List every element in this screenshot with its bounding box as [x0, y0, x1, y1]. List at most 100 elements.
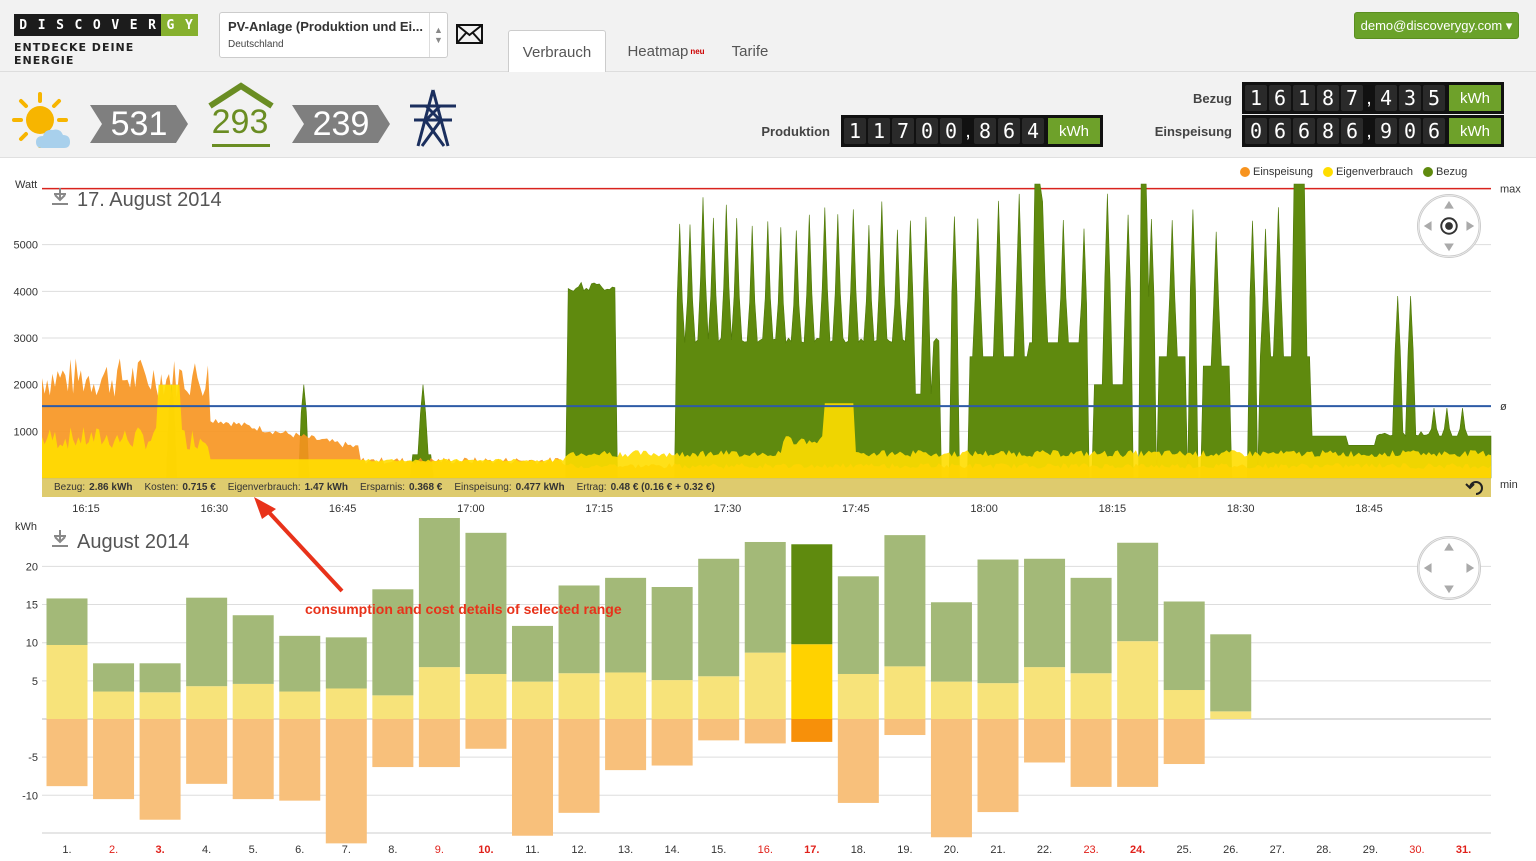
- bar-einspeisung: [744, 719, 786, 744]
- counter-digit: 5: [1423, 85, 1445, 111]
- x-tick-label: 16:45: [329, 503, 357, 515]
- summary-value: 0.48 € (0.16 € + 0.32 €): [610, 482, 715, 493]
- chart-title: August 2014: [77, 531, 189, 553]
- bar-einspeisung: [465, 719, 507, 749]
- x-tick-label: 24.: [1130, 844, 1145, 856]
- tab-verbrauch[interactable]: Verbrauch: [508, 30, 606, 73]
- counter-digit: 6: [1269, 118, 1291, 144]
- counter-digit: 7: [1341, 85, 1363, 111]
- summary-value: 0.368 €: [409, 482, 443, 493]
- x-tick-label: 8.: [388, 844, 397, 856]
- bar-einspeisung: [232, 719, 274, 800]
- legend-dot: [1423, 167, 1433, 177]
- bar-bezug: [1117, 542, 1159, 642]
- bar-eigenverbrauch: [232, 683, 274, 719]
- x-tick-label: 26.: [1223, 844, 1238, 856]
- tab-heatmap[interactable]: Heatmap neu: [618, 30, 714, 72]
- bar-eigenverbrauch: [372, 695, 414, 719]
- bar-bezug: [93, 663, 135, 692]
- bar-bezug: [279, 635, 321, 692]
- bar-einspeisung: [837, 719, 879, 803]
- bar-bezug: [46, 598, 88, 645]
- min-label: min: [1500, 479, 1518, 491]
- bar-bezug: [1163, 601, 1205, 691]
- range-summary: Bezug: 2.86 kWh Kosten: 0.715 € Eigenverbrau…: [42, 478, 1491, 497]
- counter-digit: 6: [1423, 118, 1445, 144]
- bar-eigenverbrauch: [186, 686, 228, 719]
- user-menu-button[interactable]: demo@discoverygy.com ▾: [1354, 12, 1519, 39]
- bar-bezug: [837, 576, 879, 674]
- y-tick-label: 2000: [14, 380, 38, 392]
- header: D I S C O V E R G Y ENTDECKE DEINE ENERG…: [0, 0, 1536, 73]
- bar-einspeisung: [698, 719, 740, 741]
- y-axis-label: kWh: [15, 521, 37, 533]
- day-chart[interactable]: 1000 2000 3000 4000 5000 Watt max ø min 17. Augus…: [0, 158, 1536, 518]
- legend-item-eigenverbrauch[interactable]: Eigenverbrauch: [1322, 164, 1413, 180]
- annotation-arrow: [254, 497, 344, 593]
- logo-letter: O: [87, 14, 107, 36]
- counter-digit: 6: [1269, 85, 1291, 111]
- summary-key: Eigenverbrauch:: [227, 482, 301, 493]
- bar-eigenverbrauch: [139, 692, 181, 719]
- chevron-down-icon: ▲ ▼: [429, 13, 447, 57]
- bar-einspeisung: [512, 719, 553, 836]
- avg-label: ø: [1500, 401, 1507, 413]
- bar-einspeisung: [1163, 719, 1205, 765]
- bar-eigenverbrauch: [558, 673, 600, 719]
- legend-item-einspeisung[interactable]: Einspeisung: [1240, 164, 1313, 180]
- bar-bezug: [1210, 634, 1252, 712]
- bar-bezug: [698, 558, 740, 677]
- chart-legend: Einspeisung Eigenverbrauch Bezug: [1240, 164, 1467, 180]
- counter-separator: ,: [1366, 87, 1372, 109]
- y-tick-label: 4000: [14, 286, 38, 298]
- y-tick-label: 5000: [14, 240, 38, 252]
- bar-einspeisung: [325, 719, 367, 844]
- counter-digit: 0: [1399, 118, 1421, 144]
- x-tick-label: 12.: [571, 844, 586, 856]
- counter-separator: ,: [965, 120, 971, 142]
- bar-einspeisung: [1024, 719, 1066, 763]
- device-select[interactable]: PV-Anlage (Produktion und Ei... Deutschl…: [219, 12, 448, 58]
- tab-tarife[interactable]: Tarife: [722, 30, 778, 72]
- bar-eigenverbrauch: [512, 681, 553, 719]
- bar-bezug: [605, 577, 647, 673]
- house-consumption-value: 293: [211, 103, 269, 141]
- bar-eigenverbrauch: [884, 666, 926, 719]
- logo-letter: I: [32, 14, 51, 36]
- x-tick-label: 31.: [1456, 844, 1471, 856]
- legend-item-bezug[interactable]: Bezug: [1423, 164, 1467, 180]
- bar-einspeisung: [558, 719, 600, 813]
- pan-zoom-control[interactable]: [1417, 194, 1481, 258]
- bar-bezug: [744, 541, 786, 653]
- bar-einspeisung: [418, 719, 460, 768]
- legend-label: Eigenverbrauch: [1335, 166, 1413, 178]
- bar-eigenverbrauch: [605, 672, 647, 719]
- logo-letter: R: [142, 14, 162, 36]
- logo-letter: Y: [179, 14, 199, 36]
- x-tick-label: 5.: [249, 844, 258, 856]
- x-tick-label: 16:30: [201, 503, 229, 515]
- y-axis-label: Watt: [15, 179, 37, 191]
- x-tick-label: 11.: [525, 844, 539, 856]
- mail-icon[interactable]: [456, 24, 483, 44]
- bar-bezug: [1070, 577, 1112, 674]
- counter-unit: kWh: [1449, 118, 1501, 144]
- counter-separator: ,: [1366, 120, 1372, 142]
- counter-digit: 9: [1375, 118, 1397, 144]
- month-nav-control[interactable]: [1417, 536, 1481, 600]
- month-chart[interactable]: 20 15 10 5 -5 -10 kWh August 2014 1. 2. 3. 4. 5. 6. 7.…: [0, 518, 1536, 861]
- bar-eigenverbrauch: [1163, 690, 1205, 719]
- legend-dot: [1240, 167, 1250, 177]
- bar-bezug: [651, 587, 693, 681]
- logo-tagline: ENTDECKE DEINE ENERGIE: [14, 41, 135, 67]
- x-tick-label: 30.: [1409, 844, 1424, 856]
- bar-bezug: [372, 589, 414, 696]
- x-tick-label: 6.: [295, 844, 304, 856]
- tab-label: Tarife: [731, 42, 769, 60]
- x-tick-label: 15.: [711, 844, 726, 856]
- logo-letter: V: [106, 14, 125, 36]
- discovergy-logo[interactable]: D I S C O V E R G Y ENTDECKE DEINE ENERG…: [14, 14, 199, 67]
- summary-key: Einspeisung:: [454, 482, 512, 493]
- bar-einspeisung: [791, 719, 833, 742]
- annotation-text: consumption and cost details of selected…: [305, 601, 622, 617]
